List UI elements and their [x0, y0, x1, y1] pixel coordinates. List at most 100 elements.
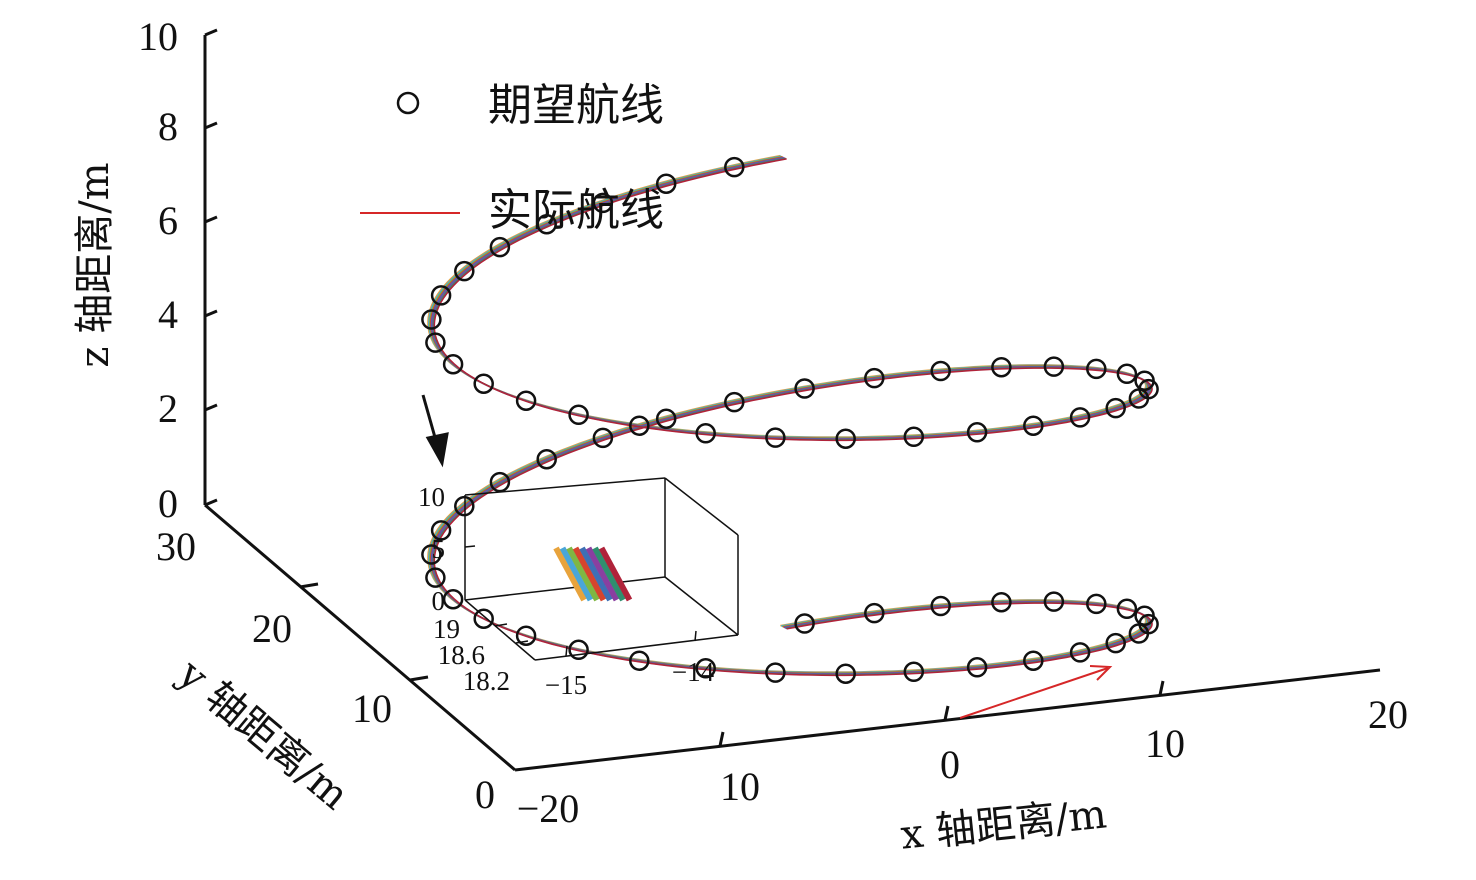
expected-route-point — [425, 567, 446, 588]
expected-route-point — [1069, 642, 1091, 663]
expected-route-point — [421, 544, 442, 565]
x-tick-label: 10 — [1145, 721, 1185, 766]
inset-x-ticks: −15 −14 — [545, 657, 715, 700]
expected-route-point — [425, 332, 446, 353]
expected-route-point — [1116, 363, 1138, 385]
expected-route-point — [695, 423, 716, 444]
expected-route-point — [966, 657, 988, 678]
inset-y-ticks: 19 18.6 18.2 — [433, 614, 510, 696]
expected-route-point — [1086, 358, 1107, 380]
inset-series-bar — [559, 546, 594, 602]
axis-ticks — [204, 28, 1165, 747]
expected-route-point — [1128, 388, 1150, 409]
expected-route-point — [991, 591, 1012, 613]
inset-series-bar — [592, 546, 626, 602]
expected-route-point — [1105, 632, 1126, 654]
expected-route-point — [1023, 415, 1044, 436]
expected-route-point — [930, 595, 951, 617]
inset-series-bar — [572, 546, 607, 602]
inset-series-bar — [585, 546, 620, 602]
z-tick-label: 8 — [158, 104, 178, 149]
y-tick-label: 30 — [156, 524, 196, 569]
y-tick-label: 0 — [475, 772, 495, 817]
z-axis-title: z 轴距离/m — [72, 162, 118, 367]
inset-y-tick-label: 19 — [433, 614, 460, 644]
z-tick-mark — [204, 28, 218, 37]
expected-route-point — [1105, 397, 1126, 419]
expected-route-point — [864, 602, 885, 624]
expected-route-point — [991, 356, 1012, 378]
expected-route-point — [1128, 623, 1150, 644]
inset-z-tick-label: 10 — [418, 482, 445, 512]
y-axis-title: y 轴距离/m — [169, 650, 358, 819]
expected-route-point — [794, 613, 815, 634]
expected-route-point — [629, 650, 650, 671]
expected-route-point — [1043, 356, 1065, 377]
x-axis-title: x 轴距离/m — [898, 791, 1108, 858]
inset-z-ticks: 10 5 0 — [418, 482, 445, 616]
inset-series-bar — [566, 546, 600, 602]
actual-route-line — [433, 158, 1153, 677]
callout-arrow — [421, 394, 449, 468]
x-axis-line — [514, 668, 1381, 772]
inset-x-tick-label: −15 — [545, 670, 587, 700]
x-tick-mark — [1158, 680, 1165, 696]
expected-route-point — [765, 662, 786, 683]
expected-route-point — [568, 404, 589, 426]
x-tick-label: 20 — [1368, 692, 1408, 737]
expected-route-markers — [421, 156, 1159, 684]
inset-series-bars — [553, 546, 633, 602]
y-tick-label: 20 — [252, 606, 292, 651]
x-tick-label: 10 — [720, 764, 760, 809]
expected-route-point — [1086, 593, 1107, 615]
x-tick-mark — [943, 705, 950, 721]
z-tick-mark — [204, 121, 218, 130]
x-tick-mark — [718, 731, 725, 747]
expected-route-point — [592, 192, 614, 214]
z-tick-label: 10 — [138, 14, 178, 59]
y-tick-labels: 0 10 20 30 — [156, 524, 495, 817]
expected-route-point — [442, 353, 464, 375]
expected-route-point — [421, 309, 442, 330]
expected-route-point — [903, 661, 925, 683]
z-tick-label: 2 — [158, 386, 178, 431]
expected-route-point — [695, 658, 716, 679]
x-tick-labels: −20 10 0 10 20 — [517, 692, 1408, 831]
z-tick-label: 6 — [158, 198, 178, 243]
expected-route-point — [966, 422, 988, 443]
expected-route-point — [515, 625, 537, 646]
expected-route-point — [430, 520, 452, 541]
inset-series-bar — [598, 546, 633, 602]
z-tick-mark — [204, 215, 218, 224]
expected-route-point — [515, 390, 537, 411]
actual-route-lines — [427, 154, 1153, 677]
expected-route-point — [473, 608, 494, 629]
expected-route-point — [765, 427, 786, 448]
inset-series-bar — [553, 546, 587, 602]
expected-route-point — [1043, 591, 1065, 612]
z-tick-label: 4 — [158, 292, 178, 337]
expected-route-point — [454, 260, 475, 282]
axes — [203, 35, 1381, 772]
expected-route-point — [592, 427, 614, 449]
y-axis-line — [204, 503, 516, 772]
legend-label-expected: 期望航线 — [488, 80, 664, 131]
y-tick-mark — [409, 675, 429, 682]
inset-x-tick-label: −14 — [672, 657, 715, 687]
legend-label-actual: 实际航线 — [488, 185, 664, 236]
inset-y-tick-label: 18.6 — [438, 640, 485, 670]
expected-route-point — [1023, 650, 1044, 671]
expected-route-point — [442, 588, 464, 610]
inset-z-tick-label: 0 — [432, 586, 446, 616]
expected-route-point — [655, 173, 677, 194]
inset-y-tick-label: 18.2 — [463, 666, 510, 696]
z-tick-label: 0 — [158, 481, 178, 526]
expected-route-point — [835, 663, 856, 684]
start-arrow — [959, 665, 1113, 719]
z-tick-mark — [204, 309, 218, 318]
expected-route-point — [794, 378, 815, 399]
expected-route-point — [536, 448, 557, 470]
expected-route-point — [864, 367, 885, 389]
z-tick-mark — [204, 403, 218, 412]
